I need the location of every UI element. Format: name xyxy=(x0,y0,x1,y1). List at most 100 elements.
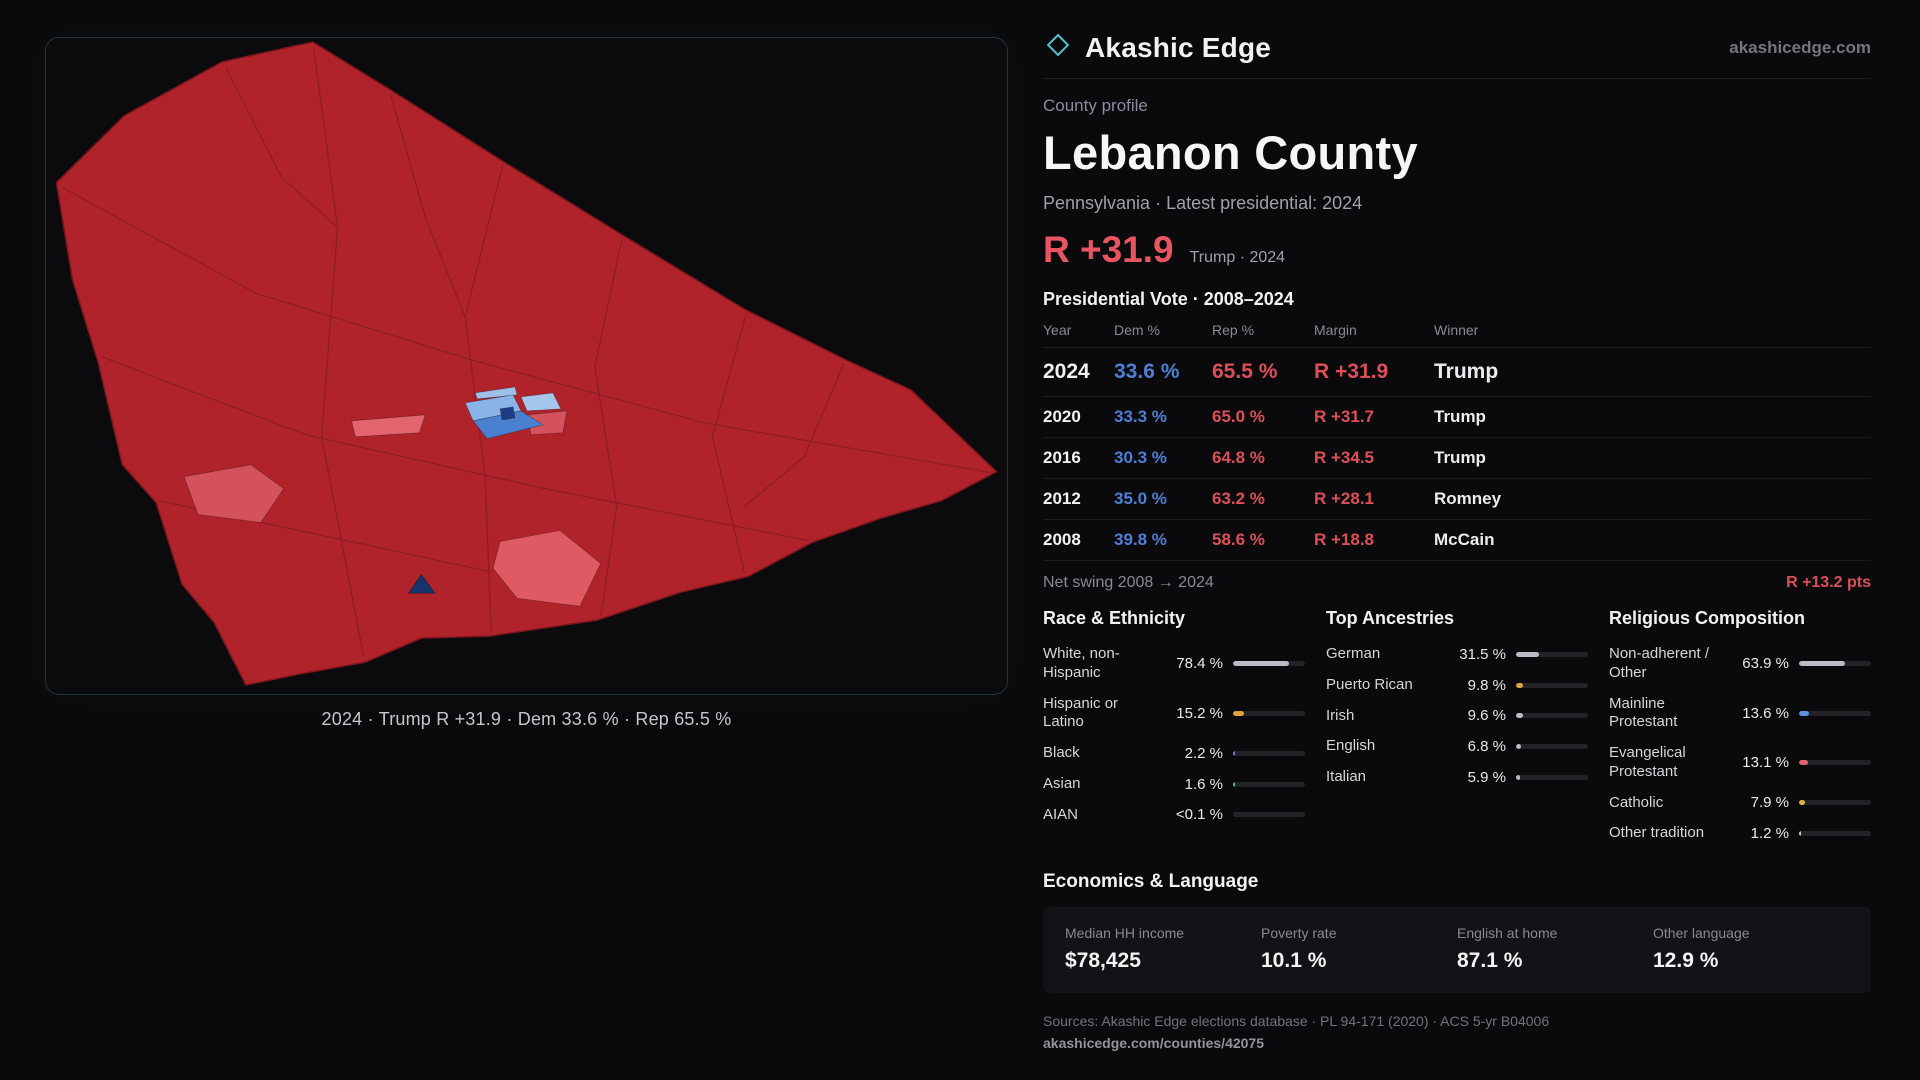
map-box xyxy=(45,37,1008,695)
demo-label: English xyxy=(1326,737,1376,755)
section-title: Race & Ethnicity xyxy=(1043,608,1186,628)
demo-value: 9.8 % xyxy=(1467,676,1506,694)
page-title: Lebanon County xyxy=(1043,126,1418,179)
vote-table-title: Presidential Vote · 2008–2024 xyxy=(1043,289,1294,309)
lean-rep-precincts xyxy=(183,410,602,607)
county-profile-panel: Akashic Edge akashicedge.com County prof… xyxy=(1043,30,1871,1051)
col-rep: Rep % xyxy=(1212,322,1255,338)
vote-year: 2020 xyxy=(1043,407,1081,426)
demo-bar xyxy=(1516,713,1588,719)
demo-row-aian: AIAN <0.1 % xyxy=(1043,800,1305,831)
demo-row-puerto-rican: Puerto Rican 9.8 % xyxy=(1326,670,1588,701)
demo-bar xyxy=(1516,682,1588,688)
vote-year: 2008 xyxy=(1043,530,1081,549)
vote-row-2012: 2012 35.0 % 63.2 % R +28.1 Romney xyxy=(1043,479,1871,520)
demo-row-hispanic: Hispanic or Latino 15.2 % xyxy=(1043,689,1305,739)
demo-value: 2.2 % xyxy=(1184,744,1223,762)
demo-row-white: White, non-Hispanic 78.4 % xyxy=(1043,639,1305,689)
stat-english-at-home: English at home 87.1 % xyxy=(1457,925,1653,973)
demo-value: 9.6 % xyxy=(1467,707,1506,725)
net-swing-value: R +13.2 pts xyxy=(1786,574,1871,591)
brand-diamond-icon xyxy=(1043,30,1073,65)
section-title: Top Ancestries xyxy=(1326,608,1455,628)
vote-row-2020: 2020 33.3 % 65.0 % R +31.7 Trump xyxy=(1043,397,1871,438)
demo-label: Puerto Rican xyxy=(1326,675,1413,693)
demo-row-asian: Asian 1.6 % xyxy=(1043,769,1305,800)
dem-precinct-south xyxy=(407,573,437,594)
demo-bar xyxy=(1799,800,1871,806)
demo-value: 15.2 % xyxy=(1176,704,1223,722)
stat-label: Poverty rate xyxy=(1261,925,1337,941)
demo-label: German xyxy=(1326,645,1381,662)
demographics-section: Race & Ethnicity White, non-Hispanic 78.… xyxy=(1043,608,1871,849)
vote-row-2016: 2016 30.3 % 64.8 % R +34.5 Trump xyxy=(1043,438,1871,479)
section-title: Religious Composition xyxy=(1609,608,1805,628)
stat-value: $78,425 xyxy=(1065,949,1141,972)
demo-row-other-tradition: Other tradition 1.2 % xyxy=(1609,818,1871,849)
winner-name: McCain xyxy=(1434,530,1495,549)
demo-label: Asian xyxy=(1043,774,1081,792)
dem-share: 39.8 % xyxy=(1114,530,1167,549)
stat-median-income: Median HH income $78,425 xyxy=(1065,925,1261,973)
brand-name: Akashic Edge xyxy=(1085,31,1272,63)
net-swing-label: Net swing 2008 → 2024 xyxy=(1043,574,1214,591)
economics-panel: Median HH income $78,425 Poverty rate 10… xyxy=(1043,907,1871,993)
demo-value: 63.9 % xyxy=(1742,655,1789,673)
stat-value: 10.1 % xyxy=(1261,949,1327,972)
col-winner: Winner xyxy=(1434,322,1479,338)
demo-label: AIAN xyxy=(1043,805,1079,823)
net-swing-row: Net swing 2008 → 2024 R +13.2 pts xyxy=(1043,574,1871,592)
demo-label: Italian xyxy=(1326,768,1367,785)
county-precinct-map[interactable] xyxy=(46,38,1007,694)
stat-label: Other language xyxy=(1653,925,1750,941)
demo-bar xyxy=(1233,750,1305,756)
demo-row-black: Black 2.2 % xyxy=(1043,738,1305,769)
demo-label: Non-adherent / Other xyxy=(1609,645,1710,681)
vote-row-2024: 2024 33.6 % 65.5 % R +31.9 Trump xyxy=(1043,348,1871,397)
rep-share: 64.8 % xyxy=(1212,448,1265,467)
demo-bar xyxy=(1233,661,1305,667)
dem-share: 33.3 % xyxy=(1114,407,1167,426)
winner-name: Trump xyxy=(1434,407,1486,426)
rep-share: 58.6 % xyxy=(1212,530,1265,549)
demo-row-mainline: Mainline Protestant 13.6 % xyxy=(1609,689,1871,739)
demo-label: Catholic xyxy=(1609,793,1664,811)
brand: Akashic Edge xyxy=(1043,30,1271,65)
vote-year: 2024 xyxy=(1043,360,1090,383)
economics-title: Economics & Language xyxy=(1043,871,1259,892)
dem-precincts xyxy=(464,386,562,440)
header: Akashic Edge akashicedge.com xyxy=(1043,30,1871,79)
demo-row-evangelical: Evangelical Protestant 13.1 % xyxy=(1609,738,1871,788)
demo-bar xyxy=(1516,744,1588,750)
demo-value: 7.9 % xyxy=(1750,794,1789,812)
map-panel: 2024 · Trump R +31.9 · Dem 33.6 % · Rep … xyxy=(45,37,1008,730)
demo-value: 6.8 % xyxy=(1467,738,1506,756)
margin-value: R +31.7 xyxy=(1314,407,1375,426)
stat-label: Median HH income xyxy=(1065,925,1185,941)
col-year: Year xyxy=(1043,322,1072,338)
stat-poverty-rate: Poverty rate 10.1 % xyxy=(1261,925,1457,973)
vote-year: 2016 xyxy=(1043,448,1081,467)
demo-value: 31.5 % xyxy=(1459,645,1506,663)
race-ethnicity-column: Race & Ethnicity White, non-Hispanic 78.… xyxy=(1043,608,1305,849)
dem-share: 35.0 % xyxy=(1114,489,1167,508)
winner-name: Trump xyxy=(1434,448,1486,467)
ancestries-column: Top Ancestries German 31.5 % Puerto Rica… xyxy=(1326,608,1588,849)
demo-value: 13.6 % xyxy=(1742,704,1789,722)
col-dem: Dem % xyxy=(1114,322,1160,338)
demo-label: Other tradition xyxy=(1609,824,1705,842)
dem-share: 30.3 % xyxy=(1114,448,1167,467)
demo-bar xyxy=(1799,661,1871,667)
demo-label: Black xyxy=(1043,744,1080,761)
demo-bar xyxy=(1233,812,1305,818)
demo-row-irish: Irish 9.6 % xyxy=(1326,701,1588,732)
vote-year: 2012 xyxy=(1043,489,1081,508)
demo-label: Evangelical Protestant xyxy=(1609,744,1686,780)
headline-margin: R +31.9 xyxy=(1043,229,1174,270)
demo-value: 1.6 % xyxy=(1184,775,1223,793)
permalink[interactable]: akashicedge.com/counties/42075 xyxy=(1043,1035,1264,1051)
site-link[interactable]: akashicedge.com xyxy=(1729,37,1871,57)
footer: Sources: Akashic Edge elections database… xyxy=(1043,1013,1871,1051)
margin-value: R +34.5 xyxy=(1314,448,1375,467)
demo-bar xyxy=(1516,774,1588,780)
